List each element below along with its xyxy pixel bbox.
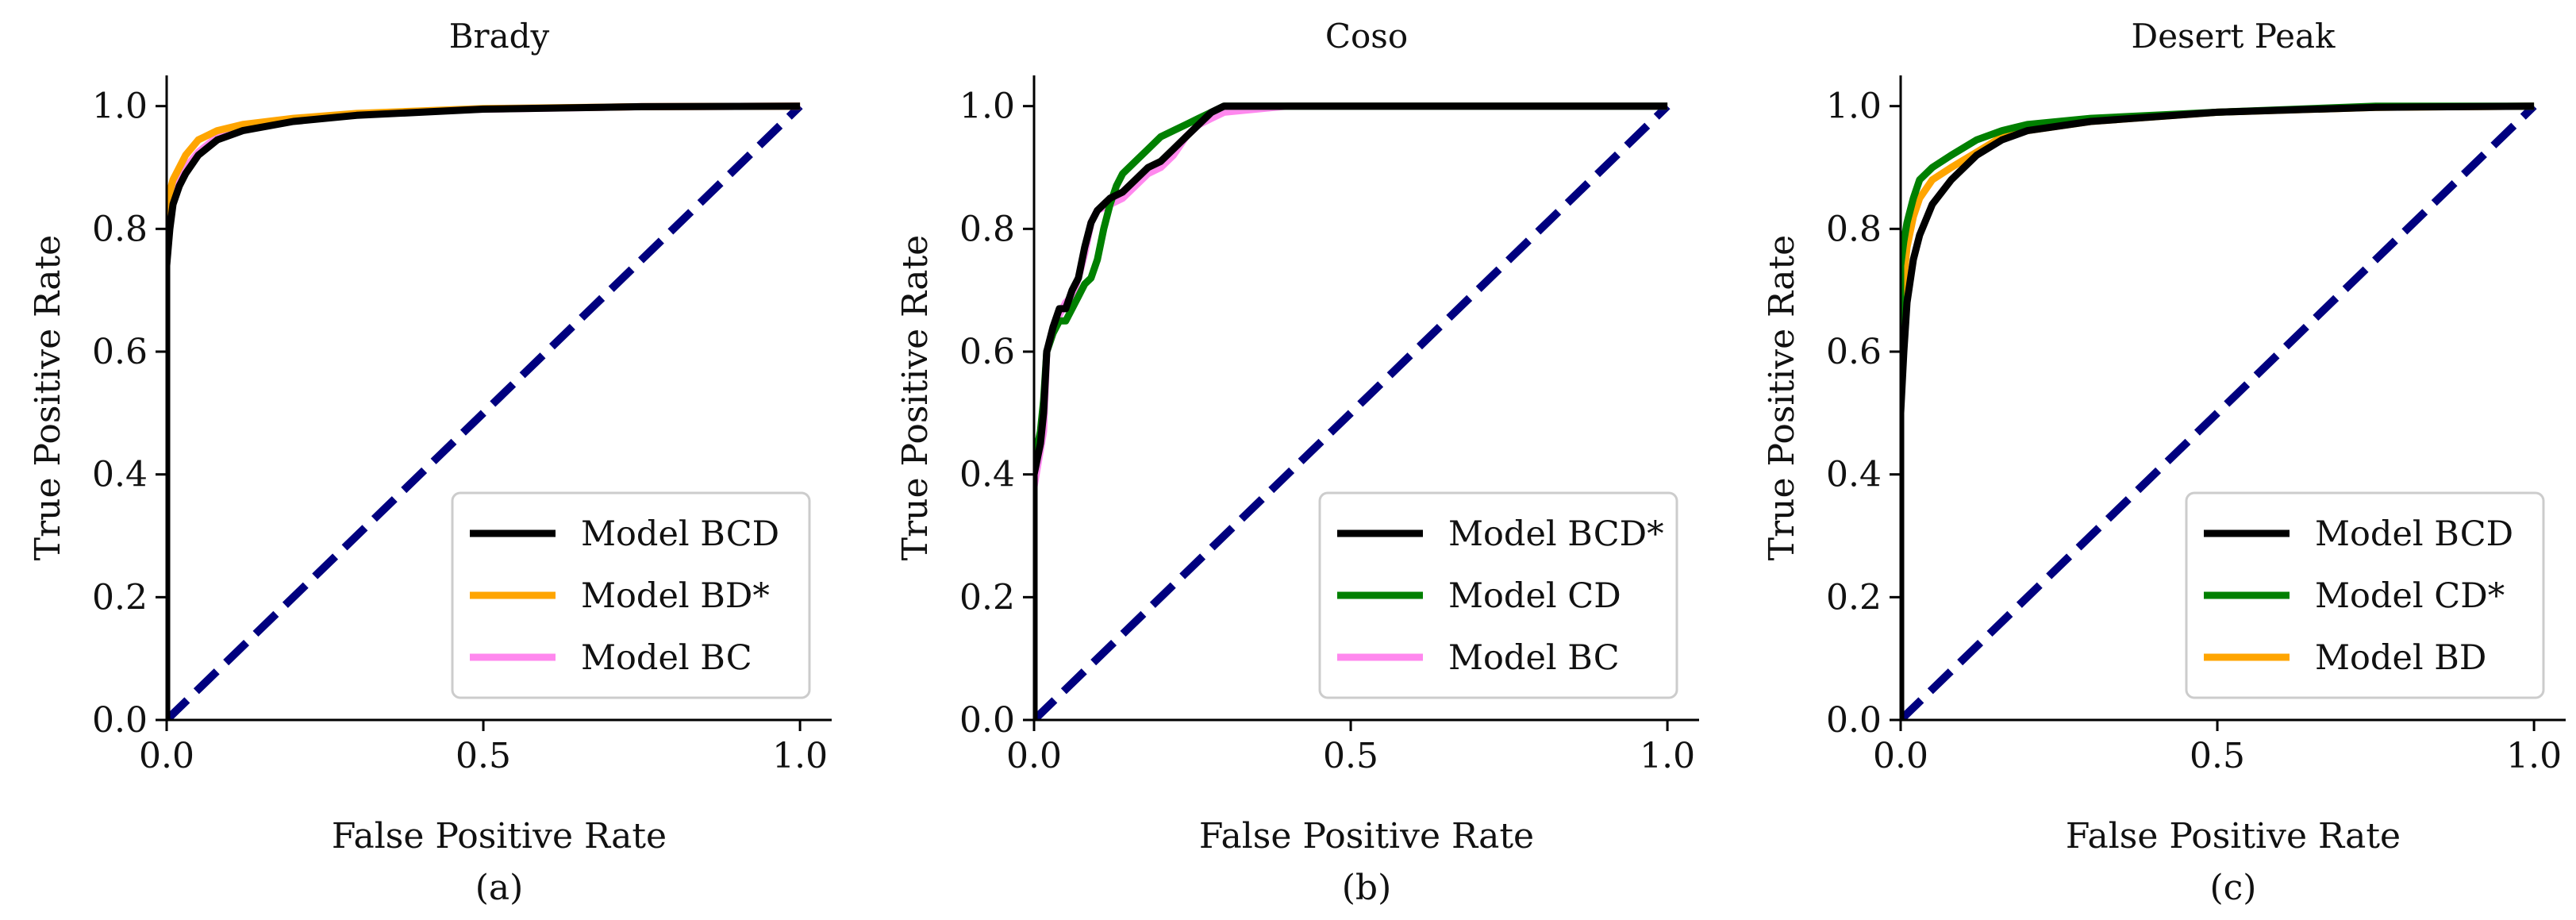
y-tick-label: 0.4 xyxy=(959,455,1015,495)
y-tick-label: 0.0 xyxy=(959,700,1015,741)
x-tick-label: 0.0 xyxy=(1006,736,1062,776)
x-tick-label: 0.0 xyxy=(139,736,194,776)
y-tick-label: 0.2 xyxy=(959,577,1015,618)
legend: Model BCD Model BD* Model BC xyxy=(451,491,811,699)
legend-label: Model CD xyxy=(1448,576,1621,616)
legend: Model BCD* Model CD Model BC xyxy=(1318,491,1678,699)
chart-title: Coso xyxy=(1325,17,1408,56)
chance-diagonal-line xyxy=(1034,103,1671,720)
legend-frame xyxy=(1318,491,1678,699)
series-line-model-bcd xyxy=(167,102,801,720)
chart-panel-1: Brady 0.0 0.2 0.4 0.6 0.8 1.0 0.0 0.5 1.0 False Po… xyxy=(28,17,832,908)
x-axis-label: False Positive Rate xyxy=(1199,816,1534,856)
y-axis-label: True Positive Rate xyxy=(28,235,68,560)
x-tick-label: 1.0 xyxy=(772,736,828,776)
x-axis-label: False Positive Rate xyxy=(2066,816,2401,856)
chance-diagonal-line xyxy=(1901,103,2537,720)
x-tick-label: 0.5 xyxy=(456,736,511,776)
chance-diagonal-line xyxy=(167,103,803,720)
x-axis-label: False Positive Rate xyxy=(332,816,667,856)
chart-title: Brady xyxy=(449,17,550,56)
legend-label: Model BD* xyxy=(581,576,770,616)
legend-label: Model BCD xyxy=(2315,514,2513,554)
y-tick-label: 0.2 xyxy=(92,577,148,618)
legend-label: Model BC xyxy=(1448,638,1620,678)
y-tick-label: 1.0 xyxy=(959,87,1015,127)
chart-panel-2: Coso 0.0 0.2 0.4 0.6 0.8 1.0 0.0 0.5 1.0 False Pos… xyxy=(895,17,1699,908)
y-tick-label: 0.6 xyxy=(1826,332,1882,372)
legend: Model BCD Model CD* Model BD xyxy=(2185,491,2545,699)
plot-area xyxy=(167,102,803,720)
chart-panel-3: Desert Peak 0.0 0.2 0.4 0.6 0.8 1.0 0.0 0.5 1.0 Fa… xyxy=(1762,17,2566,908)
y-axis-label: True Positive Rate xyxy=(1762,235,1802,560)
plot-area xyxy=(1034,102,1671,720)
y-tick-label: 1.0 xyxy=(1826,87,1882,127)
y-tick-label: 0.8 xyxy=(959,209,1015,249)
panel-caption: (a) xyxy=(475,868,524,908)
x-tick-label: 1.0 xyxy=(1640,736,1695,776)
y-tick-label: 0.4 xyxy=(1826,455,1882,495)
legend-label: Model BCD* xyxy=(1448,514,1664,554)
chart-title: Desert Peak xyxy=(2132,17,2336,56)
panel-caption: (c) xyxy=(2210,868,2257,908)
x-tick-label: 0.0 xyxy=(1873,736,1928,776)
plot-area xyxy=(1901,102,2537,720)
y-axis-label: True Positive Rate xyxy=(895,235,936,560)
legend-frame xyxy=(451,491,811,699)
y-tick-label: 0.6 xyxy=(92,332,148,372)
y-tick-label: 0.8 xyxy=(92,209,148,249)
legend-label: Model BD xyxy=(2315,638,2486,678)
y-tick-label: 0.4 xyxy=(92,455,148,495)
legend-label: Model BC xyxy=(581,638,752,678)
y-tick-label: 0.8 xyxy=(1826,209,1882,249)
y-tick-label: 0.0 xyxy=(1826,700,1882,741)
legend-label: Model BCD xyxy=(581,514,779,554)
panel-caption: (b) xyxy=(1342,868,1392,908)
x-tick-label: 1.0 xyxy=(2506,736,2562,776)
series-line-model-bcd xyxy=(1901,102,2535,720)
y-tick-label: 1.0 xyxy=(92,87,148,127)
x-tick-label: 0.5 xyxy=(2190,736,2245,776)
y-tick-label: 0.6 xyxy=(959,332,1015,372)
y-tick-label: 0.0 xyxy=(92,700,148,741)
y-tick-label: 0.2 xyxy=(1826,577,1882,618)
legend-frame xyxy=(2185,491,2545,699)
legend-label: Model CD* xyxy=(2315,576,2505,616)
x-tick-label: 0.5 xyxy=(1323,736,1378,776)
series-line-model-bcd xyxy=(1034,102,1668,720)
